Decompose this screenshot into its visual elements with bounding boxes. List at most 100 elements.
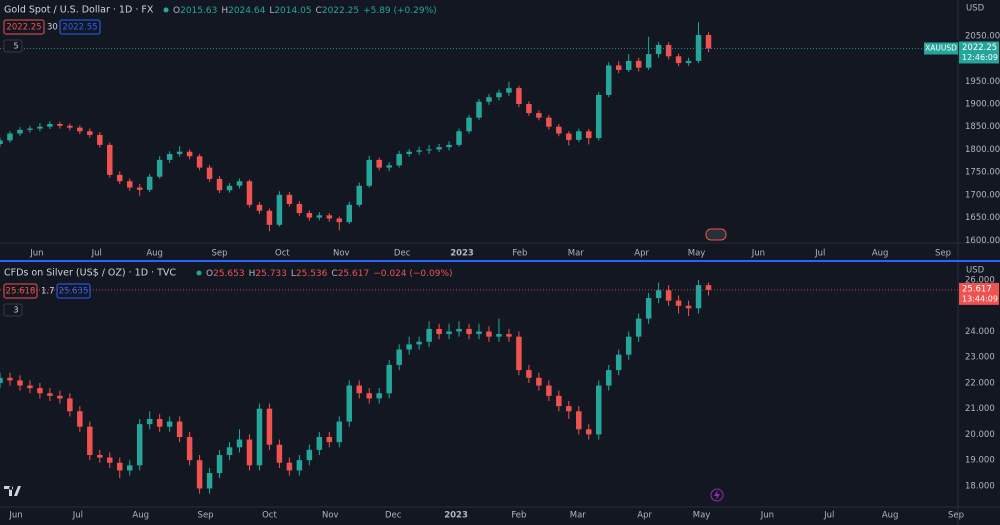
candle-body	[466, 328, 472, 335]
candle-body	[87, 131, 93, 135]
candle-body	[546, 385, 552, 396]
x-tick-label: Aug	[132, 511, 149, 521]
badge: 2022.55	[62, 23, 97, 33]
candle-body	[7, 377, 13, 381]
candle-body	[396, 153, 402, 166]
candle-body	[276, 194, 283, 225]
candle-body	[625, 60, 632, 70]
event-badge	[705, 228, 727, 241]
plot-area	[0, 280, 712, 494]
x-tick-label: Jun	[29, 249, 43, 259]
candle-body	[296, 203, 303, 214]
candle-body	[37, 126, 43, 129]
candle-body	[266, 408, 273, 445]
candle-body	[406, 344, 412, 350]
plot-area	[0, 22, 712, 232]
x-tick-label: 2023	[450, 249, 474, 259]
candle-body	[655, 44, 662, 55]
candle-body	[685, 305, 692, 309]
y-tick-label: 1650.00	[965, 213, 1000, 223]
ohlc-legend: O2015.63 H2024.64 L2014.05 C2022.25 +5.89 (+…	[173, 6, 437, 16]
candle-body	[695, 34, 702, 61]
candle-body	[27, 128, 33, 130]
y-tick-label: 18.000	[965, 481, 995, 491]
badge: 30	[47, 23, 58, 33]
candle-body	[685, 60, 692, 64]
candle-body	[166, 421, 173, 427]
candle-body	[256, 408, 263, 466]
badge: 1.7	[41, 287, 55, 297]
candle-body	[635, 318, 642, 337]
badge-box	[59, 19, 101, 35]
candle-body	[556, 395, 562, 407]
candle-body	[386, 165, 392, 168]
x-tick-label: Sep	[948, 511, 964, 521]
candle-body	[77, 127, 83, 132]
candle-body	[226, 185, 233, 191]
candle-body	[496, 92, 502, 98]
candle-body	[77, 411, 83, 427]
candle-body	[196, 460, 203, 489]
candle-body	[286, 194, 293, 204]
y-tick-label: 1750.00	[965, 168, 1000, 178]
candle-body	[526, 104, 532, 114]
x-tick-label: Mar	[570, 511, 587, 521]
candle-body	[286, 462, 293, 471]
logo-mark	[4, 486, 21, 496]
y-tick-label: 1700.00	[965, 190, 1000, 200]
price-tag: 2022.25	[962, 43, 997, 53]
candle-body	[516, 336, 522, 371]
candle-body	[336, 218, 343, 223]
tradingview-logo[interactable]	[4, 486, 21, 496]
badge-box	[3, 19, 45, 35]
candle-body	[346, 204, 353, 223]
badge: 25.618	[6, 287, 36, 297]
y-tick-label: 1900.00	[965, 100, 1000, 110]
ohlc-key: L	[291, 269, 296, 279]
candle-body	[416, 150, 422, 152]
candle-body	[236, 439, 243, 448]
y-tick-label: 26.000	[965, 276, 995, 286]
x-tick-label: Aug	[882, 511, 899, 521]
x-tick-label: Jul	[91, 249, 102, 259]
ohlc-key: L	[269, 6, 274, 16]
collapse-button[interactable]	[3, 39, 23, 53]
event-icon[interactable]	[705, 228, 727, 241]
ohlc-value: 25.617	[338, 269, 370, 279]
candle-body	[17, 380, 23, 386]
candle-body	[97, 134, 103, 145]
candle-body	[586, 429, 592, 435]
collapse-button[interactable]	[3, 303, 23, 317]
price-tag: 25.617	[962, 284, 992, 294]
candle-body	[675, 300, 682, 306]
status-dot	[163, 7, 169, 13]
x-tick-label: Apr	[637, 511, 652, 521]
candle-body	[47, 393, 53, 396]
lightning-icon[interactable]	[710, 488, 724, 502]
candle-body	[107, 144, 113, 175]
candle-body	[47, 123, 53, 127]
ohlc-value: 2022.25	[322, 6, 359, 16]
icon-bolt	[714, 490, 720, 500]
ohlc-value: 2024.64	[228, 6, 265, 16]
y-tick-label: 23.000	[965, 353, 995, 363]
candle-body	[416, 341, 422, 345]
change: +5.89 (+0.29%)	[363, 6, 437, 16]
x-tick-label: Nov	[333, 249, 350, 259]
candle-body	[27, 385, 33, 389]
candle-body	[665, 44, 672, 57]
ohlc-value: 25.733	[255, 269, 287, 279]
candle-body	[645, 54, 652, 68]
candle-body	[655, 290, 662, 299]
candle-body	[186, 437, 193, 461]
series-title: CFDs on Silver (US$ / OZ) · 1D · TVC	[4, 268, 176, 279]
candle-body	[246, 439, 253, 466]
candle-body	[426, 328, 432, 342]
ohlc-value: 2014.05	[274, 6, 311, 16]
ohlc-key: O	[173, 6, 180, 16]
x-tick-label: Sep	[198, 511, 214, 521]
badge: 2022.25	[6, 23, 41, 33]
x-tick-label: Mar	[568, 249, 585, 259]
